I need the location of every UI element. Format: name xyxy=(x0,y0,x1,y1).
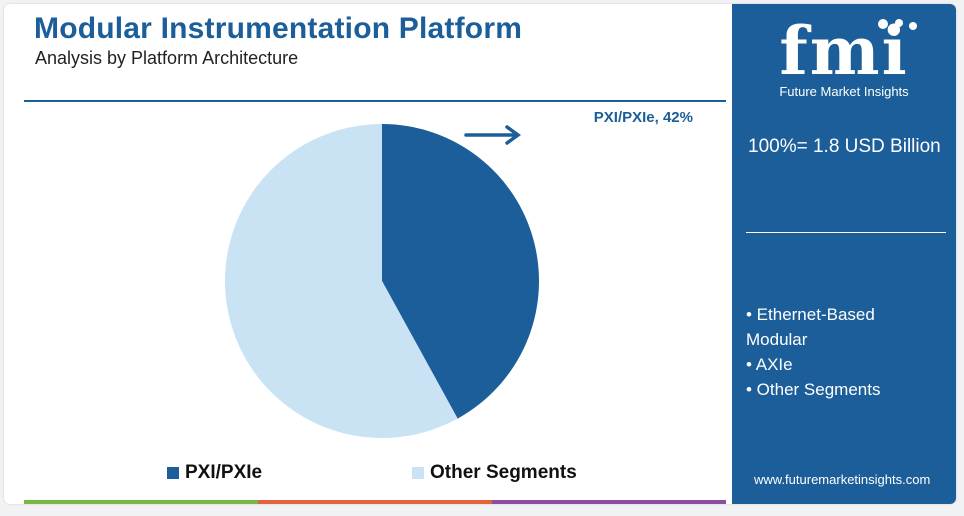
market-total: 100%= 1.8 USD Billion xyxy=(748,136,941,157)
segment-item: • Other Segments xyxy=(746,380,881,399)
segment-list: • Ethernet-Based Modular • AXIe • Other … xyxy=(746,302,880,402)
chart-card: Modular Instrumentation Platform Analysi… xyxy=(4,4,956,504)
logo-caption: Future Market Insights xyxy=(779,84,909,99)
color-bar-green xyxy=(24,500,258,504)
pie-slices xyxy=(224,124,539,438)
segment-item: Modular xyxy=(746,330,808,349)
website-link[interactable]: www.futuremarketinsights.com xyxy=(754,472,931,487)
annotation-arrow xyxy=(464,125,521,145)
legend-swatch xyxy=(167,467,179,479)
color-bar-purple xyxy=(492,500,726,504)
legend-swatch xyxy=(412,467,424,479)
legend-label: Other Segments xyxy=(430,462,577,483)
legend-item-other: Other Segments xyxy=(412,460,577,486)
footer-color-bar xyxy=(24,500,726,504)
pie-annotation-label: PXI/PXIe, 42% xyxy=(594,109,693,126)
panel-divider xyxy=(746,232,946,233)
chart-subtitle: Analysis by Platform Architecture xyxy=(35,48,299,68)
svg-text:fmi: fmi xyxy=(779,18,908,82)
segment-item: • Ethernet-Based xyxy=(746,305,875,324)
fmi-logo: fmi xyxy=(779,18,917,82)
segment-item: • AXIe xyxy=(746,355,793,374)
side-panel: fmi Future Market Insights 100%= 1.8 USD… xyxy=(732,4,956,504)
pie-chart: PXI/PXIe, 42% xyxy=(224,109,693,438)
pie-slice-other-segments xyxy=(224,124,458,438)
title-divider xyxy=(24,100,726,102)
legend-label: PXI/PXIe xyxy=(185,462,263,483)
color-bar-orange xyxy=(258,500,492,504)
chart-title: Modular Instrumentation Platform xyxy=(34,12,523,45)
legend-item-pxi: PXI/PXIe xyxy=(167,460,262,486)
pie-slice-pxi-pxie xyxy=(382,124,539,419)
